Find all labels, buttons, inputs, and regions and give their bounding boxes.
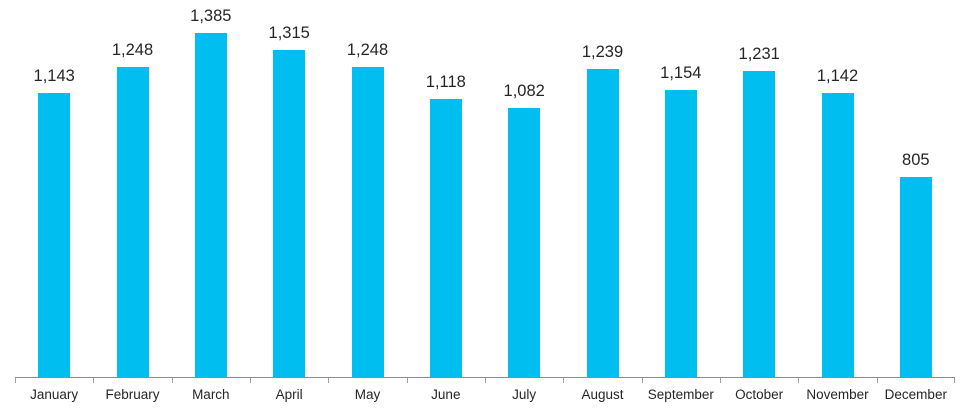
bar-december [899, 177, 932, 377]
x-axis-label: December [884, 387, 947, 402]
value-label: 1,248 [346, 41, 389, 59]
x-axis-tick [720, 378, 721, 383]
value-label: 1,118 [425, 73, 466, 91]
value-label: 1,248 [111, 41, 154, 59]
x-axis-tick [642, 378, 643, 383]
x-axis-tick [328, 378, 329, 383]
x-axis-tick [563, 378, 564, 383]
x-axis-label: February [105, 387, 160, 402]
x-axis-tick [407, 378, 408, 383]
x-axis-label: May [354, 387, 381, 402]
x-axis-tick [954, 378, 955, 383]
value-label: 1,231 [738, 45, 780, 63]
bar-september [664, 90, 697, 377]
x-axis-label: November [806, 387, 869, 402]
bar-june [429, 99, 462, 377]
bar-february [116, 67, 149, 377]
x-axis-label: April [275, 387, 303, 402]
plot-area: 1,143 1,248 1,385 1,315 1,248 1,118 1,082 1,239… [15, 0, 955, 378]
bar-march [194, 33, 227, 377]
bar-october [743, 71, 776, 377]
value-label: 1,142 [816, 67, 859, 85]
bar-july [508, 108, 541, 377]
x-axis-label: August [581, 387, 624, 402]
bar-january [38, 93, 71, 377]
bar-may [351, 67, 384, 377]
value-label: 1,154 [660, 64, 702, 82]
value-label: 1,239 [581, 43, 624, 61]
x-axis-tick [172, 378, 173, 383]
x-axis-label: July [512, 387, 537, 402]
value-label: 1,082 [503, 82, 545, 100]
x-axis-tick [250, 378, 251, 383]
x-axis-label: March [192, 387, 230, 402]
bar-november [821, 93, 854, 377]
value-label: 805 [902, 151, 930, 169]
value-label: 1,385 [190, 7, 232, 25]
x-axis-tick [877, 378, 878, 383]
bar-august [586, 69, 619, 377]
x-axis-tick [798, 378, 799, 383]
value-label: 1,143 [33, 67, 75, 85]
bar-april [273, 50, 306, 377]
value-label: 1,315 [268, 24, 310, 42]
x-axis-label: October [735, 387, 784, 402]
x-axis-tick [93, 378, 94, 383]
x-axis-tick [15, 378, 16, 383]
x-axis-label: September [647, 387, 714, 402]
x-axis-label: January [30, 387, 79, 402]
x-axis-label: June [431, 387, 461, 402]
x-axis-tick [485, 378, 486, 383]
